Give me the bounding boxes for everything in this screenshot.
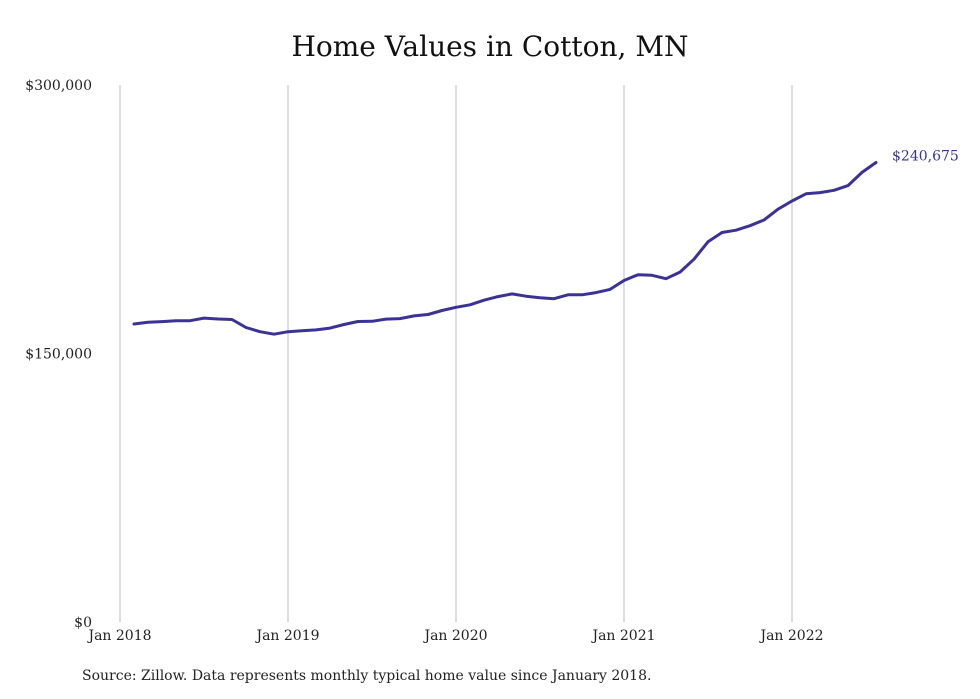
- data-point: [482, 299, 486, 302]
- chart-title: Home Values in Cotton, MN: [291, 30, 689, 63]
- data-point: [790, 199, 794, 203]
- data-point: [216, 317, 220, 321]
- data-point: [720, 231, 724, 234]
- series-layer: [132, 161, 878, 336]
- data-point: [384, 317, 388, 321]
- data-point: [132, 322, 136, 326]
- data-point: [860, 171, 864, 174]
- data-point: [146, 321, 150, 324]
- data-point: [692, 258, 696, 261]
- data-point: [664, 277, 668, 280]
- data-point: [398, 317, 402, 320]
- data-point: [776, 208, 780, 211]
- data-point: [874, 161, 878, 164]
- data-point: [734, 229, 738, 232]
- data-point: [846, 184, 850, 187]
- data-point: [748, 224, 752, 227]
- data-point: [832, 189, 836, 192]
- data-point: [356, 320, 360, 323]
- x-tick-label: Jan 2022: [758, 628, 823, 644]
- data-point: [622, 279, 626, 282]
- y-tick-label: $150,000: [25, 347, 92, 363]
- x-tick-label: Jan 2021: [590, 628, 655, 644]
- data-point: [272, 333, 276, 336]
- data-point: [510, 292, 514, 296]
- data-point: [440, 309, 444, 312]
- y-tick-label: $0: [74, 615, 92, 631]
- data-point: [202, 316, 206, 320]
- data-point: [468, 303, 472, 306]
- data-point: [818, 191, 822, 194]
- data-point: [258, 330, 262, 333]
- data-point: [328, 326, 332, 330]
- data-point: [524, 295, 528, 298]
- data-point: [538, 296, 542, 299]
- data-point: [706, 240, 710, 243]
- data-point: [650, 274, 654, 277]
- data-labels: $240,675: [892, 149, 959, 165]
- data-point: [160, 320, 164, 323]
- data-point: [552, 297, 556, 300]
- data-point: [678, 270, 682, 274]
- data-point: [804, 192, 808, 195]
- data-point: [230, 318, 234, 321]
- data-point: [762, 218, 766, 222]
- data-point: [244, 326, 248, 329]
- data-point: [580, 293, 584, 296]
- data-point: [594, 291, 598, 294]
- x-tick-label: Jan 2020: [422, 628, 487, 644]
- data-point: [454, 306, 458, 309]
- data-point: [412, 314, 416, 318]
- data-point: [426, 313, 430, 316]
- x-tick-label: Jan 2019: [254, 628, 319, 644]
- data-point: [314, 328, 318, 332]
- end-value-label: $240,675: [892, 149, 959, 165]
- data-point: [342, 323, 346, 326]
- x-axis: Jan 2018 Jan 2019 Jan 2020 Jan 2021 Jan 2022: [86, 628, 823, 644]
- data-point: [608, 288, 612, 291]
- data-point: [566, 293, 570, 296]
- grid-lines: [119, 85, 793, 622]
- data-point: [370, 320, 374, 323]
- data-point: [496, 295, 500, 298]
- data-point: [174, 319, 178, 322]
- y-tick-label: $300,000: [25, 78, 92, 94]
- data-point: [188, 319, 192, 322]
- source-note: Source: Zillow. Data represents monthly …: [82, 668, 652, 684]
- data-point: [636, 273, 640, 276]
- series-line: [132, 161, 878, 336]
- data-point: [286, 330, 290, 333]
- data-point: [300, 329, 304, 332]
- x-tick-label: Jan 2018: [86, 628, 151, 644]
- y-axis: $0 $150,000 $300,000: [25, 78, 92, 631]
